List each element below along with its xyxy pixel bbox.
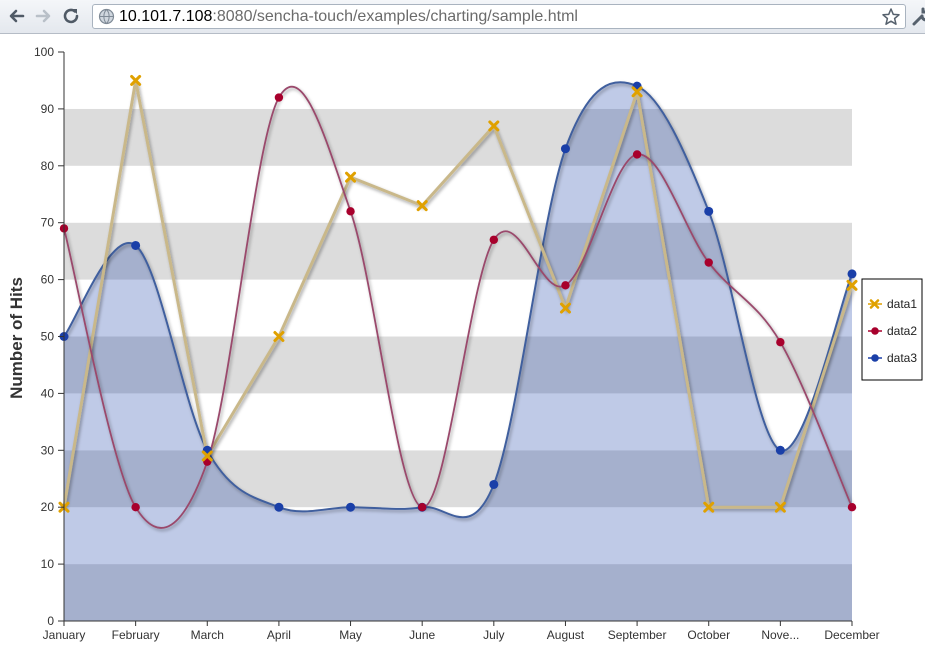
data2-point bbox=[131, 503, 140, 512]
cross-mark bbox=[488, 120, 500, 132]
data3-point bbox=[847, 269, 857, 279]
data2-point bbox=[704, 258, 713, 267]
y-tick-label: 70 bbox=[41, 216, 55, 230]
x-tick-label: October bbox=[687, 628, 730, 642]
data1-point bbox=[201, 450, 213, 462]
cross-mark bbox=[273, 331, 285, 342]
forward-arrow-icon[interactable] bbox=[32, 5, 54, 27]
cross-mark bbox=[559, 302, 571, 314]
x-tick-label: July bbox=[483, 628, 504, 642]
x-tick-label: Nove... bbox=[761, 628, 799, 642]
y-tick-label: 10 bbox=[41, 557, 55, 571]
y-tick-label: 50 bbox=[41, 330, 55, 344]
x-tick-label: February bbox=[112, 628, 160, 642]
data3-point bbox=[489, 479, 499, 489]
data3-area bbox=[64, 82, 852, 622]
url-path: :8080/sencha-touch/examples/charting/sam… bbox=[212, 8, 578, 25]
cross-mark bbox=[774, 501, 786, 513]
grid-band bbox=[64, 450, 852, 508]
y-tick-label: 60 bbox=[41, 273, 55, 287]
legend-swatch-mark bbox=[871, 327, 879, 335]
x-tick-label: June bbox=[409, 628, 435, 642]
data3-point bbox=[560, 144, 570, 154]
data1-line bbox=[62, 80, 854, 509]
grid-band bbox=[64, 564, 852, 621]
data1-point bbox=[488, 120, 500, 132]
data1-point bbox=[345, 171, 357, 183]
data2-point bbox=[632, 150, 642, 159]
cross-mark bbox=[345, 171, 357, 183]
data2-point bbox=[417, 503, 427, 512]
x-tick-label: January bbox=[43, 628, 86, 642]
legend-swatch-mark bbox=[871, 354, 879, 362]
legend-label: data2 bbox=[887, 324, 917, 338]
grid-band bbox=[64, 52, 852, 109]
legend: data1 data2 data3 bbox=[861, 278, 923, 381]
wrench-icon[interactable] bbox=[910, 6, 925, 28]
data1-point bbox=[273, 331, 285, 342]
bookmark-star-icon[interactable] bbox=[881, 7, 901, 34]
data2-point bbox=[847, 503, 857, 512]
browser-toolbar: 10.101.7.108:8080/sencha-touch/examples/… bbox=[0, 0, 925, 34]
data2-point bbox=[346, 207, 355, 216]
grid-band bbox=[64, 108, 852, 166]
y-tick-label: 90 bbox=[41, 102, 55, 116]
x-tick-label: August bbox=[547, 628, 585, 642]
data2-point bbox=[561, 281, 570, 290]
data1-point bbox=[774, 501, 786, 513]
data1-point bbox=[631, 86, 643, 98]
data1-point bbox=[559, 302, 571, 314]
url-host: 10.101.7.108 bbox=[119, 8, 213, 25]
url-bar[interactable]: 10.101.7.108:8080/sencha-touch/examples/… bbox=[92, 4, 906, 29]
y-axis-title: Number of Hits bbox=[7, 277, 26, 399]
x-tick-label: December bbox=[824, 628, 879, 642]
axes: 0 10 20 30 40 50 60 70 80 90 100 January February Mar… bbox=[34, 45, 880, 642]
data3-point bbox=[131, 240, 141, 250]
y-tick-label: 0 bbox=[47, 614, 54, 628]
data1-point bbox=[416, 200, 428, 212]
cross-mark bbox=[130, 74, 142, 86]
data2-point bbox=[776, 337, 785, 347]
legend-label: data3 bbox=[887, 351, 917, 365]
back-arrow-icon[interactable] bbox=[6, 5, 28, 27]
y-tick-label: 20 bbox=[41, 500, 55, 514]
x-tick-label: May bbox=[339, 628, 362, 642]
cross-mark bbox=[631, 86, 643, 98]
data1-point bbox=[846, 279, 858, 291]
globe-icon bbox=[98, 8, 115, 32]
markers-layer bbox=[58, 74, 858, 513]
data3-line bbox=[63, 81, 853, 519]
line-area-chart: 0 10 20 30 40 50 60 70 80 90 100 January February Mar… bbox=[7, 45, 923, 642]
legend-swatch-mark bbox=[869, 299, 880, 309]
y-tick-label: 100 bbox=[34, 45, 54, 59]
area-layer bbox=[64, 82, 852, 622]
data1-point bbox=[130, 74, 142, 86]
grid-band bbox=[64, 222, 852, 280]
data3-point bbox=[274, 502, 284, 512]
data3-point bbox=[704, 206, 714, 216]
grid-band bbox=[64, 336, 852, 394]
x-tick-label: March bbox=[191, 628, 224, 642]
cross-mark bbox=[416, 200, 428, 212]
data2-point bbox=[489, 235, 499, 244]
y-tick-label: 40 bbox=[41, 386, 55, 400]
cross-mark bbox=[703, 501, 715, 513]
data3-point bbox=[775, 445, 785, 455]
x-tick-label: September bbox=[608, 628, 667, 642]
grid-band bbox=[64, 165, 852, 223]
y-tick-label: 30 bbox=[41, 443, 55, 457]
reload-icon[interactable] bbox=[60, 5, 82, 27]
grid-band bbox=[64, 279, 852, 337]
cross-mark bbox=[846, 279, 858, 291]
data1-point bbox=[703, 501, 715, 513]
cross-mark bbox=[201, 450, 213, 462]
x-tick-label: April bbox=[267, 628, 291, 642]
data2-point bbox=[274, 93, 284, 102]
url-text: 10.101.7.108:8080/sencha-touch/examples/… bbox=[119, 5, 578, 28]
legend-label: data1 bbox=[887, 297, 917, 311]
data3-point bbox=[346, 502, 356, 512]
y-tick-label: 80 bbox=[41, 159, 55, 173]
